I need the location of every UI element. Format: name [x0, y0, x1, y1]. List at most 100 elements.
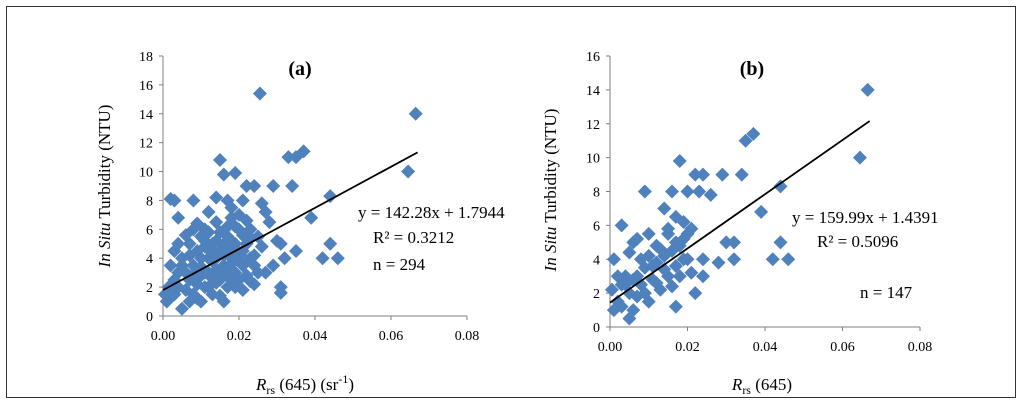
x-tick-label: 0.04 [753, 340, 778, 355]
data-point [262, 215, 277, 230]
data-point [657, 262, 672, 277]
chart-panel-b: 0 2 4 6 8 10 12 14 16 0.00 0.02 0.04 0.06 0.08 (b) y = … [541, 50, 939, 397]
x-axis-title: Rrs (645) [731, 375, 792, 397]
data-point [224, 233, 239, 248]
data-point [175, 301, 189, 316]
data-point [676, 252, 691, 267]
data-point [641, 248, 656, 263]
data-point [190, 216, 205, 231]
regression-equation: y = 142.28x + 1.7944 [358, 203, 505, 222]
data-point [754, 204, 769, 219]
data-point [696, 167, 710, 182]
data-point [684, 265, 699, 280]
data-point [746, 126, 761, 141]
data-point [232, 245, 246, 260]
x-tick-label: 0.08 [455, 329, 480, 344]
y-axis-title: In Situ Turbidity (NTU) [95, 105, 114, 269]
data-point [182, 294, 197, 309]
y-tick-label: 10 [139, 166, 153, 181]
data-point [186, 193, 201, 208]
y-tick-label: 18 [139, 50, 153, 65]
y-tick-label: 2 [593, 287, 600, 302]
data-point [197, 280, 212, 295]
y-tick-label: 2 [146, 281, 153, 296]
y-tick-label: 4 [146, 252, 153, 267]
data-point [235, 228, 250, 243]
y-tick-label: 12 [139, 137, 153, 152]
data-point [194, 251, 208, 266]
x-axis-title-main: R [731, 375, 743, 394]
panel-label: (a) [288, 58, 311, 80]
data-point [641, 226, 656, 241]
chart-panel-a: 0 2 4 6 8 10 12 14 16 18 0.00 0.02 0.04 0.06 0.08 (a) y … [95, 50, 505, 397]
data-point [665, 279, 679, 294]
data-point [239, 213, 254, 228]
data-point [163, 258, 178, 273]
y-tick-label: 16 [139, 79, 153, 94]
data-point [408, 106, 423, 121]
data-point [285, 179, 300, 193]
data-point [201, 242, 216, 257]
data-point [649, 275, 664, 290]
y-tick-label: 12 [586, 118, 600, 133]
x-tick-label: 0.04 [303, 329, 328, 344]
figure-frame [6, 6, 1016, 398]
data-point [661, 221, 676, 236]
y-tick-label: 10 [586, 152, 600, 167]
data-point [194, 259, 208, 274]
data-point [696, 252, 710, 267]
data-point [323, 236, 338, 251]
r-squared-label: R² = 0.3212 [373, 228, 454, 247]
data-point [626, 303, 641, 318]
data-point [251, 265, 265, 280]
data-point [216, 167, 231, 182]
y-tick-label: 8 [146, 194, 153, 209]
x-tick-label: 0.02 [675, 340, 700, 355]
data-point [688, 167, 703, 182]
data-point [630, 231, 645, 246]
data-point [688, 286, 703, 301]
data-point [224, 257, 239, 271]
data-point [228, 280, 243, 295]
data-point [711, 255, 726, 270]
x-axis-title-rest: (645) [751, 375, 792, 394]
y-tick-label: 14 [586, 84, 600, 99]
data-point [254, 239, 269, 254]
y-tick-label: 16 [586, 50, 600, 65]
data-point [213, 288, 227, 303]
x-axis-title-close: ) [348, 375, 354, 394]
data-point [696, 269, 710, 284]
data-point [205, 271, 220, 286]
x-axis-title-rest: (645) (sr [275, 375, 339, 394]
data-point [852, 150, 867, 165]
data-point [182, 248, 197, 263]
y-tick-label: 6 [146, 223, 153, 238]
data-point [668, 259, 683, 274]
r-squared-label: R² = 0.5096 [817, 232, 898, 251]
data-point [171, 236, 186, 251]
data-point [657, 201, 672, 216]
y-tick-label: 6 [593, 219, 600, 234]
data-point [277, 251, 292, 266]
data-point [289, 244, 303, 258]
data-point [273, 236, 288, 251]
data-point [614, 218, 629, 233]
data-point [653, 242, 668, 257]
data-point [330, 251, 345, 266]
regression-equation: y = 159.99x + 1.4391 [792, 208, 939, 227]
data-point [637, 184, 652, 199]
data-point [239, 179, 254, 193]
data-point [676, 214, 691, 229]
data-point [715, 167, 730, 182]
data-point [637, 286, 652, 301]
x-axis-title-sup: -1 [338, 372, 348, 386]
x-tick-label: 0.06 [379, 329, 404, 344]
data-point [247, 248, 262, 263]
panel-label: (b) [740, 58, 764, 80]
data-point [167, 193, 182, 208]
data-point [672, 154, 687, 169]
y-tick-label: 0 [593, 321, 600, 336]
y-tick-label: 0 [146, 310, 153, 325]
y-axis-title-italic: In Situ [95, 223, 114, 269]
